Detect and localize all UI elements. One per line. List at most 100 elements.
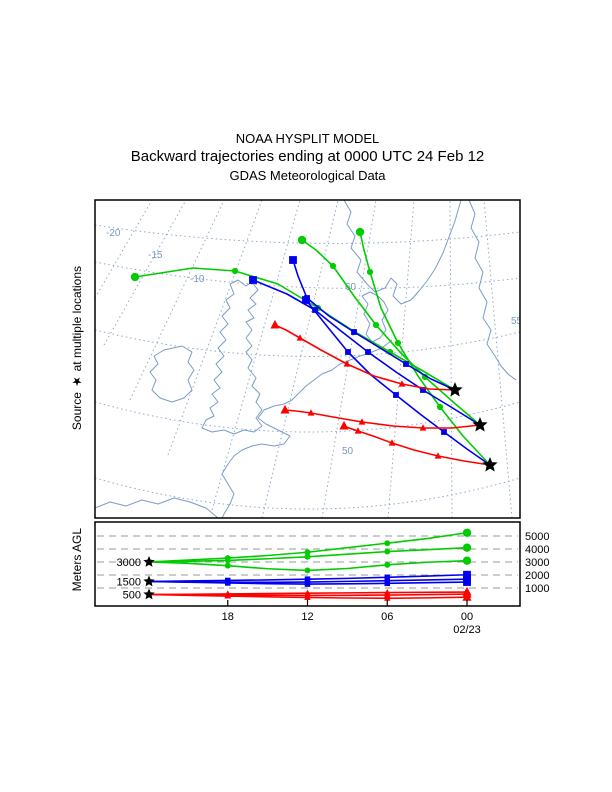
trajectory-marker-circle: [384, 561, 391, 568]
trajectory-marker-triangle: [339, 420, 349, 430]
trajectory-marker-square: [393, 392, 399, 398]
trajectory-marker-triangle: [354, 427, 362, 434]
coastline: [343, 200, 462, 305]
map-trajectory-source2-3000m: [297, 235, 481, 426]
grid-label: -15: [148, 250, 163, 261]
graticule-line: [167, 200, 263, 456]
trajectory-marker-circle: [304, 567, 311, 574]
trajectory-marker-triangle: [304, 593, 311, 600]
graticule-line: [95, 224, 520, 244]
trajectory-marker-circle: [130, 272, 140, 282]
profile-right-axis-label: 5000: [525, 531, 549, 543]
graticule-line: [95, 329, 520, 357]
profile-trajectory-source3-500m: [147, 592, 472, 601]
trajectory-marker-square: [289, 256, 297, 264]
grid-label: -10: [190, 274, 205, 285]
grid-label: 55: [511, 316, 523, 327]
trajectory-marker-circle: [297, 235, 307, 245]
trajectory-marker-square: [403, 361, 409, 367]
trajectory-marker-triangle: [224, 592, 231, 599]
profile-source-label: 500: [123, 590, 141, 602]
coastline: [468, 200, 517, 381]
profile-right-axis-label: 4000: [525, 544, 549, 556]
trajectory-marker-circle: [224, 562, 231, 569]
grid-label: 50: [342, 446, 354, 457]
trajectory-path: [134, 267, 456, 391]
map-source-star: [447, 382, 463, 397]
trajectory-marker-triangle: [388, 439, 396, 446]
trajectory-marker-square: [384, 580, 391, 587]
trajectory-marker-square: [249, 276, 257, 284]
coastline: [201, 279, 263, 435]
trajectory-marker-square: [224, 580, 231, 586]
trajectory-marker-triangle: [384, 591, 391, 598]
trajectory-marker-square: [365, 349, 371, 355]
map-trajectory-source2-500m: [280, 404, 481, 431]
profile-trajectory-source3-3000m: [147, 556, 472, 574]
trajectory-marker-triangle: [343, 360, 351, 367]
trajectory-marker-triangle: [280, 404, 290, 414]
trajectory-marker-square: [441, 429, 447, 435]
map-trajectory-source2-1500m: [249, 276, 481, 426]
map-trajectory-source1-3000m: [130, 267, 456, 391]
trajectory-marker-triangle: [384, 594, 391, 601]
map-source-star: [472, 417, 488, 432]
trajectory-path: [343, 425, 491, 466]
trajectory-marker-square: [304, 576, 311, 582]
graticule-line: [261, 200, 339, 518]
trajectory-marker-triangle: [434, 452, 442, 459]
profile-trajectory-source2-3000m: [147, 543, 472, 564]
time-tick-label: 12: [301, 611, 313, 623]
profile-source-star: [143, 575, 155, 587]
map-trajectory-source3-500m: [339, 420, 491, 466]
trajectory-marker-circle: [384, 540, 391, 547]
trajectory-marker-triangle: [358, 418, 366, 425]
trajectory-marker-square: [463, 578, 471, 586]
graticule-line: [449, 200, 453, 518]
graticule-line: [95, 401, 520, 433]
grid-label: 60: [345, 282, 357, 293]
trajectory-marker-circle: [384, 548, 391, 555]
trajectory-marker-circle: [355, 227, 365, 237]
trajectory-marker-circle: [304, 549, 311, 556]
trajectory-marker-square: [345, 349, 351, 355]
profile-trajectory-source3-1500m: [147, 578, 471, 587]
profile-right-axis-label: 2000: [525, 570, 549, 582]
graticule-line: [483, 200, 513, 518]
trajectory-marker-circle: [224, 557, 231, 564]
trajectory-marker-triangle: [307, 409, 315, 416]
trajectory-marker-circle: [436, 403, 444, 411]
map-trajectory-source1-500m: [270, 319, 456, 391]
trajectory-marker-triangle: [270, 319, 280, 329]
map-source-star: [482, 457, 498, 472]
graticule-line: [129, 200, 225, 401]
main-title: Backward trajectories ending at 0000 UTC…: [130, 148, 485, 165]
time-tick-label: 00: [461, 611, 473, 623]
map-trajectory-source3-3000m: [355, 227, 491, 466]
graticule-line: [321, 200, 377, 518]
trajectory-marker-triangle: [419, 424, 427, 431]
trajectory-marker-triangle: [462, 592, 472, 601]
trajectory-marker-circle: [304, 553, 311, 560]
date-label: 02/23: [453, 624, 481, 636]
map-trajectory-source3-1500m: [302, 296, 491, 466]
profile-right-axis-label: 1000: [525, 583, 549, 595]
profile-source-label: 1500: [117, 577, 141, 589]
profile-source-label: 3000: [117, 557, 141, 569]
trajectory-marker-circle: [394, 339, 402, 347]
trajectory-marker-square: [351, 329, 357, 335]
coastline: [95, 497, 219, 518]
graticule-line: [95, 200, 153, 299]
coastline: [221, 339, 393, 518]
trajectory-marker-circle: [366, 268, 374, 276]
profile-source-star: [143, 588, 155, 600]
graticule-line: [95, 477, 520, 510]
coastline: [149, 345, 195, 403]
trajectory-marker-triangle: [398, 380, 406, 387]
grid-label: -20: [106, 228, 121, 239]
graticule-line: [103, 200, 187, 346]
trajectory-path: [301, 239, 481, 426]
trajectory-marker-square: [463, 570, 471, 579]
